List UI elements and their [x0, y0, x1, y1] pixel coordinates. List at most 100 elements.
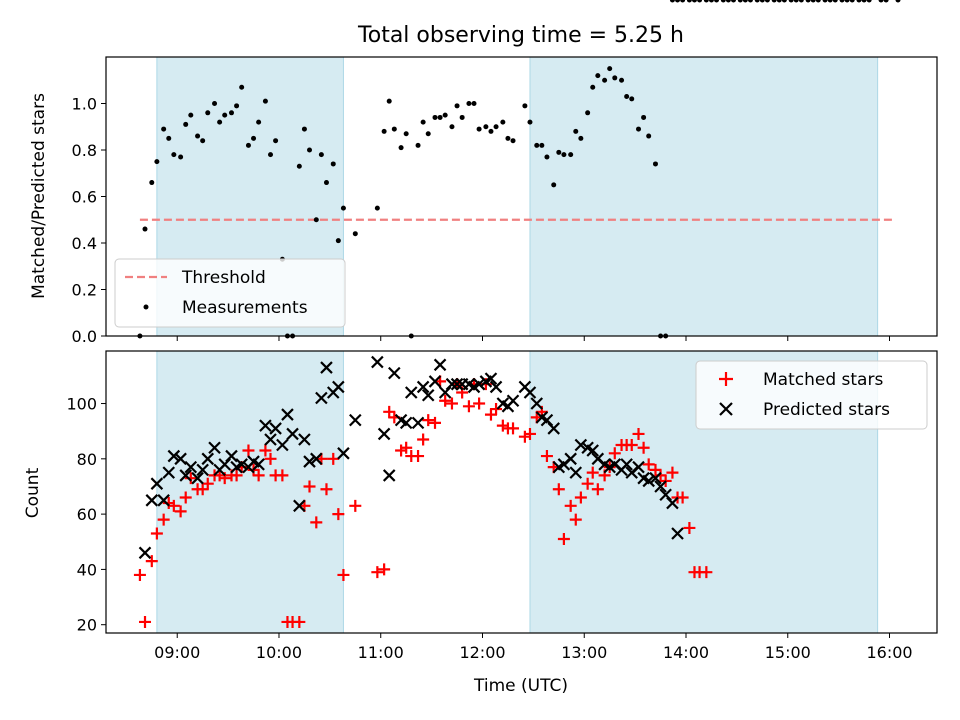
measurement-point: [771, 0, 777, 3]
matched-star-point: [242, 444, 255, 457]
predicted-star-point: [145, 494, 159, 507]
measurement-point: [534, 142, 540, 148]
measurement-point: [805, 0, 811, 3]
measurement-point: [420, 119, 426, 125]
predicted-star-point: [489, 380, 503, 394]
x-tick-label: 12:00: [459, 643, 505, 662]
measurement-point: [619, 77, 625, 83]
measurement-point: [323, 180, 329, 186]
measurement-point: [878, 0, 884, 3]
measurement-point: [556, 149, 562, 155]
observing-interval-shade: [529, 56, 879, 337]
measurement-point: [669, 0, 675, 3]
legend-measurements-label: Measurements: [182, 298, 308, 318]
predicted-star-point: [388, 366, 401, 380]
predicted-star-point: [225, 449, 238, 463]
matched-star-point: [574, 491, 587, 504]
y-tick-label: 40: [77, 560, 97, 579]
measurement-point: [849, 0, 855, 3]
measurement-point: [720, 0, 726, 3]
predicted-star-point: [671, 527, 684, 540]
measurement-point: [403, 131, 409, 137]
predicted-star-point: [569, 466, 583, 479]
measurement-point: [500, 119, 506, 125]
measurement-point: [239, 84, 245, 90]
matched-star-point: [337, 568, 350, 581]
y-tick-label: 0.0: [72, 327, 97, 346]
measurement-point: [607, 66, 613, 72]
predicted-star-point: [371, 355, 384, 369]
matched-star-point: [412, 450, 425, 463]
predicted-star-point: [196, 463, 209, 477]
measurement-point: [200, 138, 206, 144]
predicted-star-point: [259, 419, 272, 432]
predicted-star-point: [428, 375, 442, 388]
x-tick-label: 15:00: [765, 643, 811, 662]
measurement-point: [844, 0, 850, 3]
predicted-star-point: [642, 474, 655, 488]
predicted-star-point: [654, 480, 667, 493]
measurement-point: [318, 152, 324, 158]
y-tick-label: 0.6: [72, 188, 97, 207]
matched-star-point: [145, 555, 158, 568]
measurement-point: [296, 163, 302, 169]
predicted-star-point: [162, 466, 176, 479]
measurement-point: [386, 98, 392, 104]
measurement-point: [691, 0, 697, 3]
matched-star-point: [303, 480, 316, 493]
measurement-point: [425, 131, 431, 137]
measurement-point: [459, 114, 465, 120]
measurement-point: [228, 110, 234, 116]
observing-intervals: [156, 56, 879, 337]
matched-star-point: [632, 427, 645, 440]
measurement-point: [212, 101, 218, 106]
matched-star-point: [174, 505, 187, 518]
matched-star-point: [552, 483, 565, 496]
predicted-star-point: [523, 386, 537, 399]
measurement-point: [810, 0, 816, 3]
measurement-point: [510, 138, 516, 144]
predicted-star-point: [506, 394, 520, 408]
measurement-point: [256, 119, 262, 125]
y-tick-label: 20: [77, 616, 97, 635]
measurement-point: [759, 0, 765, 3]
predicted-star-point: [286, 427, 299, 441]
matched-star-point: [473, 397, 486, 410]
count-series: [134, 355, 713, 628]
predicted-star-point: [564, 452, 577, 466]
predicted-star-point: [235, 458, 248, 471]
ratio-y-axis-label: Matched/Predicted stars: [29, 93, 49, 299]
matched-star-point: [184, 472, 197, 485]
matched-star-point: [462, 400, 475, 413]
y-tick-label: 80: [77, 450, 97, 469]
measurement-point: [171, 152, 177, 158]
measurement-point: [883, 0, 889, 3]
legend-matched-label: Matched stars: [763, 370, 883, 390]
y-tick-label: 60: [77, 505, 97, 524]
measurement-point: [483, 124, 489, 130]
measurement-point: [652, 161, 658, 167]
measurement-point: [573, 128, 579, 134]
measurement-point: [725, 0, 731, 3]
ratio-x-ticks: [176, 336, 891, 341]
measurement-point: [754, 0, 760, 3]
measurement-point: [861, 0, 867, 3]
measurement-point: [708, 0, 714, 3]
measurement-point: [742, 0, 748, 3]
measurement-point: [624, 94, 630, 100]
measurement-point: [895, 0, 901, 3]
predicted-star-point: [377, 427, 391, 441]
measurement-point: [183, 121, 189, 127]
x-tick-label: 11:00: [358, 643, 404, 662]
x-axis-label: Time (UTC): [473, 676, 568, 696]
predicted-star-point: [310, 452, 323, 466]
count-panel: 20 40 60 80 100 09:00 10:00 11:00 12:00 13:00 14:…: [23, 351, 938, 696]
measurement-point: [527, 119, 533, 125]
ratio-y-ticks: 0.0 0.2 0.4 0.6 0.8 1.0: [72, 95, 106, 346]
measurement-point: [747, 0, 753, 3]
matched-star-point: [371, 566, 384, 579]
measurement-point: [471, 101, 477, 106]
ratio-legend-box: [114, 258, 346, 328]
predicted-star-point: [179, 469, 192, 482]
matched-star-point: [676, 491, 689, 504]
